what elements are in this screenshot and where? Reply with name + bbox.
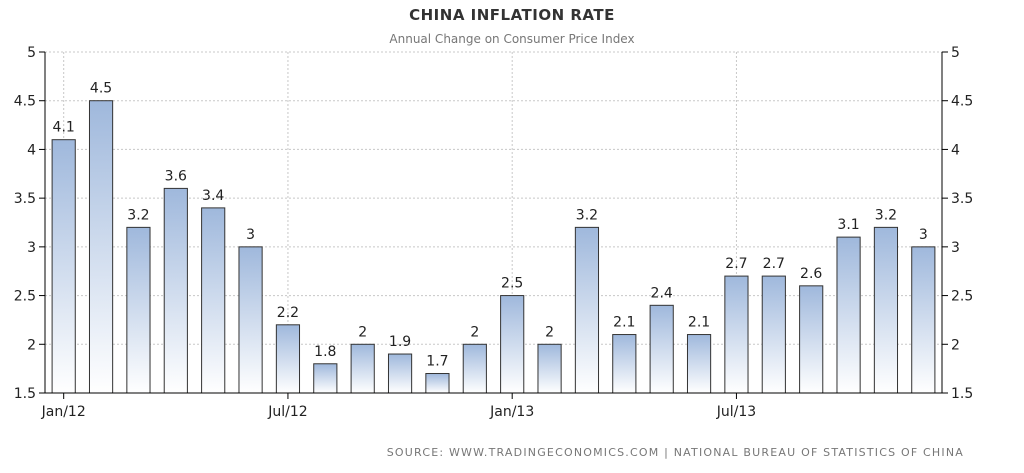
y-tick-label-left: 5 xyxy=(27,45,36,61)
y-tick-label-left: 4.5 xyxy=(14,94,36,110)
bar-value-label: 1.7 xyxy=(426,354,448,370)
bar xyxy=(686,334,712,394)
bar xyxy=(462,343,487,394)
bar xyxy=(761,275,786,394)
bar xyxy=(911,246,936,394)
bar-value-label: 2.7 xyxy=(763,256,785,272)
y-tick-label-right: 2 xyxy=(951,337,960,353)
bar-value-label: 1.9 xyxy=(389,334,411,350)
axis-layer xyxy=(39,51,948,399)
label-layer: 4.1 4.5 3.2 3.6 3.4 3 2.2 1.8 2 1.9 1.7 2 2.5 2 3.2 2.1… xyxy=(14,45,974,420)
bar-value-label: 2.1 xyxy=(613,315,635,331)
x-tick-label: Jan/13 xyxy=(489,404,534,420)
bar-value-label: 3.6 xyxy=(165,168,187,184)
bar-value-label: 2.5 xyxy=(501,276,523,292)
y-tick-label-left: 4 xyxy=(27,142,36,158)
chart-title: CHINA INFLATION RATE xyxy=(409,6,615,24)
bar-value-label: 2.6 xyxy=(800,266,822,282)
y-tick-label-right: 5 xyxy=(951,45,960,61)
bar xyxy=(350,343,375,394)
bar-value-label: 3 xyxy=(919,227,928,243)
y-tick-label-right: 3 xyxy=(951,240,960,256)
bar xyxy=(724,275,749,394)
bar xyxy=(201,207,226,394)
bar-value-label: 2 xyxy=(470,324,479,340)
y-tick-label-right: 2.5 xyxy=(951,289,973,305)
y-tick-label-right: 1.5 xyxy=(951,386,973,402)
x-tick-label: Jul/13 xyxy=(716,404,756,420)
bar-value-label: 2.7 xyxy=(725,256,747,272)
y-tick-label-left: 1.5 xyxy=(14,386,36,402)
y-tick-label-left: 3 xyxy=(27,240,36,256)
chart-source: SOURCE: WWW.TRADINGECONOMICS.COM | NATIO… xyxy=(386,446,964,459)
bar xyxy=(799,285,824,394)
bar xyxy=(88,100,114,394)
x-tick-label: Jan/12 xyxy=(41,404,86,420)
bar-value-label: 4.5 xyxy=(90,81,112,97)
bar xyxy=(649,304,674,394)
y-tick-label-right: 4.5 xyxy=(951,94,973,110)
y-tick-label-right: 3.5 xyxy=(951,191,973,207)
bar-value-label: 2.2 xyxy=(277,305,299,321)
bar xyxy=(873,226,899,394)
bar-value-label: 3.4 xyxy=(202,188,224,204)
y-tick-label-left: 2.5 xyxy=(14,289,36,305)
x-tick-label: Jul/12 xyxy=(267,404,307,420)
y-tick-label-left: 2 xyxy=(27,337,36,353)
bar xyxy=(126,226,151,394)
bar-layer xyxy=(51,100,936,394)
bar xyxy=(238,246,263,394)
bar xyxy=(425,373,450,394)
bar xyxy=(275,324,301,394)
bar xyxy=(537,343,562,394)
bar-value-label: 1.8 xyxy=(314,344,336,360)
chart-subtitle: Annual Change on Consumer Price Index xyxy=(389,32,635,46)
bar xyxy=(51,139,76,394)
bar xyxy=(387,353,413,394)
bar-value-label: 3.2 xyxy=(875,207,897,223)
bar xyxy=(500,295,525,394)
bar-value-label: 2.4 xyxy=(651,285,673,301)
bar-value-label: 2.1 xyxy=(688,315,710,331)
bar-value-label: 3.2 xyxy=(127,207,149,223)
bar-value-label: 3.2 xyxy=(576,207,598,223)
bar-value-label: 3.1 xyxy=(837,217,859,233)
bar-value-label: 2 xyxy=(358,324,367,340)
bar-value-label: 2 xyxy=(545,324,554,340)
bar-value-label: 4.1 xyxy=(53,120,75,136)
bar xyxy=(574,226,600,394)
bar xyxy=(836,236,861,394)
bar xyxy=(313,363,338,394)
y-tick-label-right: 4 xyxy=(951,142,960,158)
y-tick-label-left: 3.5 xyxy=(14,191,36,207)
bar xyxy=(612,334,637,394)
bar xyxy=(163,187,188,394)
bar-value-label: 3 xyxy=(246,227,255,243)
